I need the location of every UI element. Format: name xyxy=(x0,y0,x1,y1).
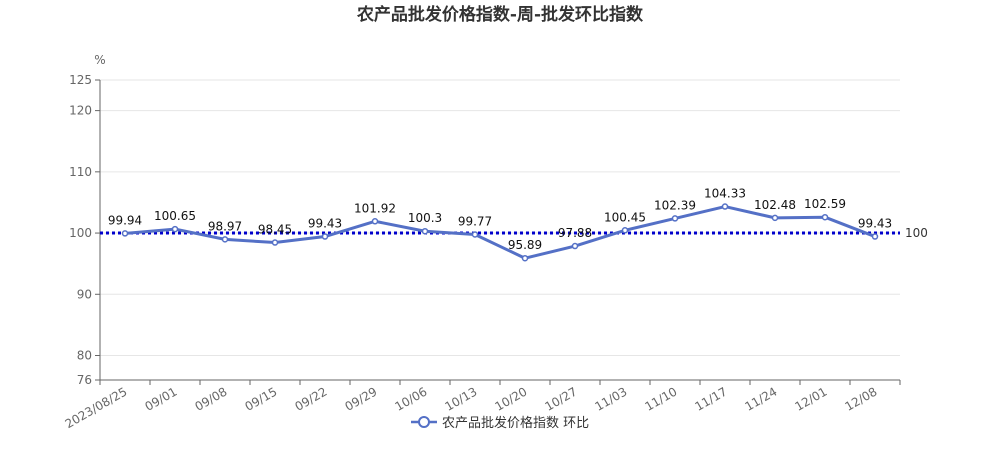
y-tick-label: 90 xyxy=(77,287,92,301)
data-point xyxy=(621,227,629,234)
x-tick-label: 09/08 xyxy=(193,384,230,413)
y-tick-label: 80 xyxy=(77,349,92,363)
x-tick-label: 10/20 xyxy=(493,384,530,413)
reference-line-label: 100 xyxy=(905,226,928,240)
chart-title: 农产品批发价格指数-周-批发环比指数 xyxy=(356,4,644,25)
data-label: 100.3 xyxy=(408,211,442,225)
x-tick-label: 10/06 xyxy=(393,384,430,413)
x-tick-label: 10/13 xyxy=(443,384,480,413)
data-label: 102.59 xyxy=(804,197,846,211)
legend-label: 农产品批发价格指数 环比 xyxy=(442,415,589,431)
x-tick-label: 09/29 xyxy=(343,384,380,413)
data-label: 102.39 xyxy=(654,198,696,212)
data-label: 100.65 xyxy=(154,209,196,223)
x-tick-label: 12/08 xyxy=(843,384,880,413)
x-tick-label: 11/03 xyxy=(593,384,630,413)
data-point xyxy=(471,231,479,238)
y-axis-ticks: 76 80 90 100 110 120 125 xyxy=(69,73,100,387)
data-label: 95.89 xyxy=(508,238,542,252)
y-tick-label: 76 xyxy=(77,373,92,387)
data-label: 98.97 xyxy=(208,219,242,233)
data-point xyxy=(671,215,679,222)
data-point xyxy=(771,214,779,222)
x-tick-label: 12/01 xyxy=(793,384,830,413)
data-point xyxy=(171,225,179,233)
x-tick-label: 09/01 xyxy=(143,384,180,413)
data-label: 100.45 xyxy=(604,210,646,224)
reference-line-group: 100 xyxy=(100,226,928,240)
x-tick-label: 11/24 xyxy=(743,384,780,413)
y-tick-label: 100 xyxy=(69,226,92,240)
data-point xyxy=(571,242,579,250)
data-point xyxy=(871,233,879,240)
series-group: 99.94 100.65 98.97 98.45 99.43 101.92 100.3 99.… xyxy=(108,187,892,262)
data-label: 101.92 xyxy=(354,201,396,215)
x-tick-label: 09/22 xyxy=(293,384,330,413)
data-point xyxy=(221,236,229,243)
data-label: 98.45 xyxy=(258,223,292,237)
data-point xyxy=(371,218,379,225)
data-point xyxy=(321,233,329,240)
data-point xyxy=(421,227,429,235)
data-label: 99.77 xyxy=(458,214,492,228)
data-label: 102.48 xyxy=(754,198,796,212)
data-point xyxy=(521,254,529,262)
series-line xyxy=(124,205,876,260)
y-axis-unit: % xyxy=(94,53,105,67)
x-tick-label: 11/10 xyxy=(643,384,680,413)
data-label: 99.94 xyxy=(108,213,142,227)
y-tick-label: 125 xyxy=(69,73,92,87)
x-tick-label: 2023/08/25 xyxy=(63,384,130,431)
data-point xyxy=(821,213,829,221)
data-label: 99.43 xyxy=(858,217,892,231)
data-point xyxy=(271,239,279,246)
legend-marker-icon xyxy=(418,416,430,428)
data-label: 99.43 xyxy=(308,217,342,231)
y-tick-label: 110 xyxy=(69,165,92,179)
y-tick-label: 120 xyxy=(69,104,92,118)
legend[interactable]: 农产品批发价格指数 环比 xyxy=(411,415,589,431)
data-label: 97.88 xyxy=(558,226,592,240)
data-label: 104.33 xyxy=(704,187,746,201)
data-point xyxy=(121,230,129,237)
data-point xyxy=(721,203,729,210)
x-tick-label: 10/27 xyxy=(543,384,580,413)
x-tick-label: 11/17 xyxy=(693,384,730,413)
x-tick-label: 09/15 xyxy=(243,384,280,413)
